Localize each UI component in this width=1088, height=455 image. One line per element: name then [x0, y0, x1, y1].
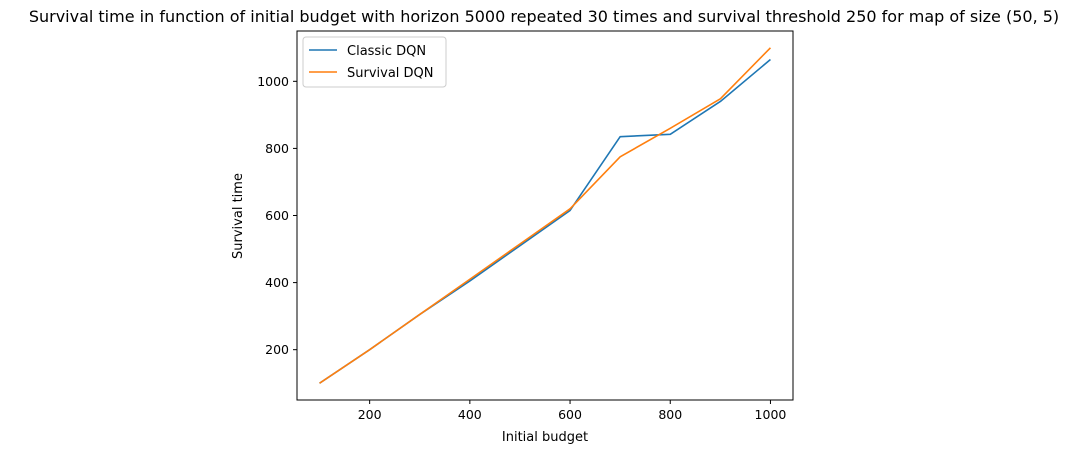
legend-label-classic-dqn: Classic DQN — [347, 44, 426, 59]
x-tick-label: 200 — [358, 407, 382, 422]
y-tick-label: 1000 — [257, 74, 289, 89]
chart-title: Survival time in function of initial bud… — [29, 7, 1059, 26]
y-axis-label: Survival time — [231, 173, 246, 259]
y-tick-label: 600 — [265, 208, 289, 223]
y-tick-label: 400 — [265, 275, 289, 290]
legend: Classic DQN Survival DQN — [302, 36, 447, 88]
legend-box — [302, 36, 447, 88]
x-tick-label: 600 — [558, 407, 582, 422]
x-axis-label: Initial budget — [502, 430, 588, 445]
series-line-survival-dqn — [319, 47, 772, 384]
x-tick-label: 800 — [658, 407, 682, 422]
series-group — [319, 47, 772, 384]
ticks-group: 200 400 600 800 1000 200 400 600 800 1000 — [257, 74, 786, 422]
y-tick-label: 800 — [265, 141, 289, 156]
plot-frame — [296, 30, 794, 401]
x-tick-label: 400 — [458, 407, 482, 422]
y-tick-label: 200 — [265, 342, 289, 357]
legend-label-survival-dqn: Survival DQN — [347, 66, 434, 81]
x-tick-label: 1000 — [755, 407, 787, 422]
